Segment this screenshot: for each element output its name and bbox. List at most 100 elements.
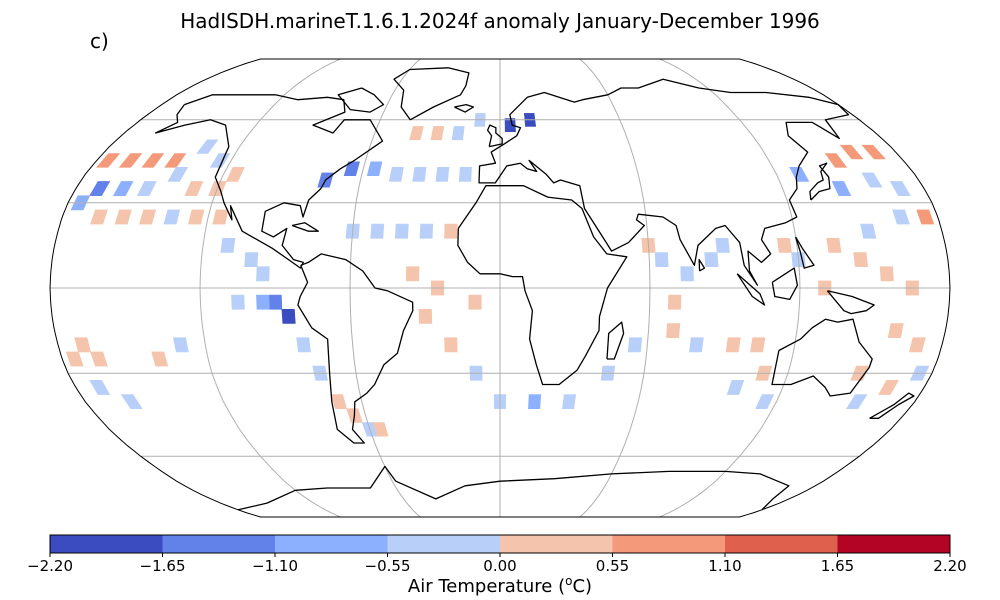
anomaly-cell [188,209,205,225]
coastline-africa [457,185,628,386]
anomaly-cell [435,167,450,182]
anomaly-cell [184,181,204,196]
anomaly-cell [879,266,894,282]
anomaly-cell [418,308,433,324]
coastline-cuba [291,222,319,232]
anomaly-cell [562,394,577,410]
anomaly-cell [826,238,842,253]
colorbar-segment [387,535,501,553]
colorbar-segment [162,535,276,553]
anomaly-cell [704,252,719,268]
anomaly-cell [468,294,482,310]
colorbar-tick-label: −1.10 [252,557,298,575]
anomaly-cell [231,294,245,310]
anomaly-cell [256,294,270,310]
anomaly-cell [114,209,132,225]
coastline-greenland [393,67,470,121]
anomaly-cell [370,223,385,239]
colorbar-tick-label: 0.55 [595,557,630,575]
anomaly-cell [861,172,883,188]
anomaly-cell [689,337,704,353]
colorbar-segment [725,535,838,553]
coastline-south-america [297,253,414,444]
anomaly-cell [667,294,682,310]
coastline-great-britain [486,124,503,148]
colorbar-segment [50,535,163,553]
anomaly-cell [504,118,516,132]
anomaly-cell [861,144,886,160]
anomaly-cell [419,223,434,239]
colorbar-label-superscript: o [565,574,573,588]
colorbar-label-prefix: Air Temperature ( [407,576,566,597]
anomaly-cell [296,337,311,353]
anomaly-cell [139,209,157,225]
anomaly-cell [845,394,868,410]
colorbar-tick-label: 1.10 [708,557,742,575]
anomaly-cell [220,238,236,253]
coastline-madagascar [606,321,625,360]
anomaly-cell [916,209,935,225]
anomaly-cell [444,223,458,239]
anomaly-cell [405,266,420,282]
anomaly-cell [89,379,111,395]
anomaly-cell [680,266,694,282]
anomaly-cell [654,252,669,268]
anomaly-cell [372,422,389,437]
coastlines [154,67,915,511]
anomaly-cell [196,139,219,154]
coastline-new-zealand [869,392,915,419]
anomaly-cell [750,337,766,353]
anomaly-cell [268,294,283,310]
panel-label: c) [90,29,109,53]
anomaly-cell [451,126,465,141]
anomaly-cell [89,181,111,196]
anomaly-cell [141,153,165,168]
colorbar-segment [612,535,726,553]
colorbar-label-suffix: C) [572,576,593,597]
anomaly-cell [256,266,270,282]
coastline-new-guinea [826,290,875,315]
anomaly-cell [74,337,91,353]
colorbar-label: Air Temperature (oC) [0,574,1000,597]
coastline-north-america [154,94,384,269]
coastline-sumatra [736,273,766,306]
anomaly-cell [409,126,424,141]
coastline-eurasia [478,78,850,286]
anomaly-cell [394,223,409,239]
anomaly-cell [164,153,187,168]
anomaly-cell [789,167,810,182]
anomaly-cell [824,153,848,168]
anomaly-cell [225,167,245,182]
anomaly-cell [839,144,864,160]
coastline-japan [809,162,831,201]
anomaly-cell [831,181,852,196]
anomaly-cell [112,181,134,196]
anomaly-cell [887,323,904,339]
map-boundary [49,58,951,518]
anomaly-cell [151,351,169,367]
colorbar-tick-label: 0.00 [483,557,517,575]
anomaly-cell [853,252,868,268]
anomaly-cell [118,153,143,168]
anomaly-cell [909,337,926,353]
anomaly-cell [755,394,775,410]
coastline-australia [771,318,873,397]
anomaly-cell [96,153,121,168]
anomaly-cell [666,323,681,339]
coastline-philippines [794,236,815,269]
anomaly-cell [65,351,84,367]
anomaly-cell [430,126,445,141]
coastline-antarctica [237,465,790,511]
anomaly-cell [444,337,458,353]
map-title: HadISDH.marineT.1.6.1.2024f anomaly Janu… [180,9,820,33]
colorbar-tick-label: −0.55 [364,557,411,575]
colorbar-tick-label: 2.20 [933,557,967,575]
anomaly-cell [860,223,877,239]
anomaly-cell [366,161,383,176]
anomaly-cell [136,181,157,196]
coastline-iceland [454,103,475,113]
anomaly-cell [892,209,910,225]
anomaly-cell [458,167,472,182]
colorbar-segment [500,535,613,553]
anomaly-cell [627,337,643,353]
